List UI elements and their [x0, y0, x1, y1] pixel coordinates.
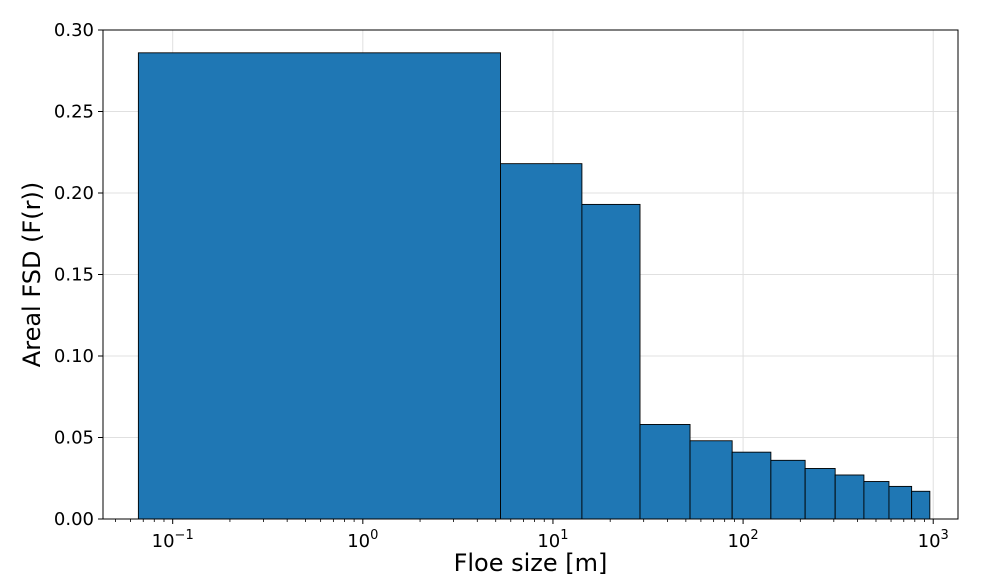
x-tick-label: 100 — [347, 528, 378, 552]
histogram-bar — [863, 481, 890, 520]
histogram-bar — [888, 485, 913, 520]
histogram-bar — [137, 52, 501, 520]
y-tick-label: 0.15 — [54, 265, 94, 286]
histogram-bar — [639, 424, 691, 520]
x-tick-exponent: 3 — [941, 528, 949, 543]
y-tick-label: 0.10 — [54, 346, 94, 367]
x-tick-base: 10 — [347, 531, 370, 552]
y-tick-label: 0.20 — [54, 183, 94, 204]
histogram-bar — [911, 490, 931, 520]
x-axis-label: Floe size [m] — [454, 549, 608, 576]
y-tick-label: 0.05 — [54, 428, 94, 449]
histogram-bar — [804, 468, 836, 520]
x-tick-label: 10−1 — [152, 528, 194, 552]
histogram-bar — [731, 451, 772, 520]
x-tick-label: 103 — [918, 528, 949, 552]
x-tick-exponent: 0 — [370, 528, 378, 543]
histogram-bar — [689, 440, 733, 520]
x-tick-label: 102 — [727, 528, 758, 552]
x-tick-label: 101 — [537, 528, 568, 552]
x-tick-exponent: 1 — [560, 528, 568, 543]
x-tick-base: 10 — [918, 531, 941, 552]
x-tick-exponent: 2 — [750, 528, 758, 543]
x-tick-base: 10 — [727, 531, 750, 552]
x-tick-base: 10 — [152, 531, 175, 552]
y-tick-label: 0.25 — [54, 102, 94, 123]
histogram-bar — [581, 203, 641, 520]
histogram-bar — [500, 163, 583, 520]
y-axis-label: Areal FSD (F(r)) — [18, 182, 46, 367]
y-tick-label: 0.00 — [54, 509, 94, 530]
y-tick-label: 0.30 — [54, 20, 94, 41]
histogram-bar — [834, 474, 865, 520]
histogram-bar — [770, 459, 806, 520]
bars — [137, 52, 931, 520]
x-tick-base: 10 — [537, 531, 560, 552]
x-tick-exponent: −1 — [175, 528, 194, 543]
